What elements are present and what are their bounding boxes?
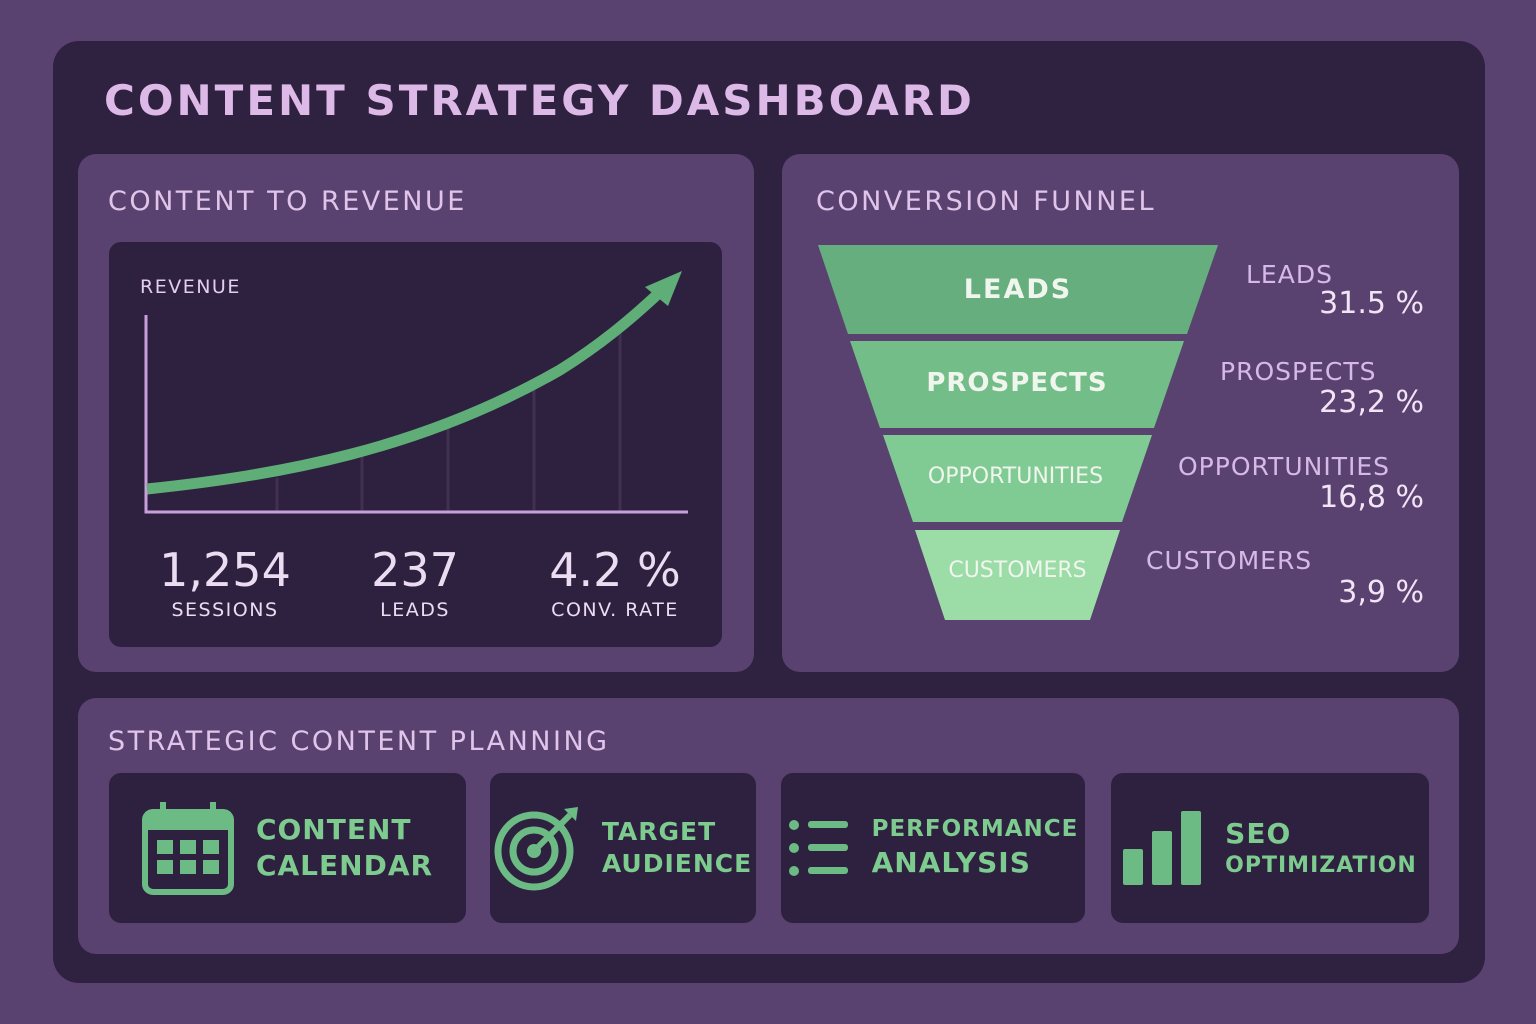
tile-label: CALENDAR	[255, 849, 434, 882]
calendar-icon	[141, 802, 234, 895]
funnel-side-label: CUSTOMERS	[1146, 546, 1313, 575]
tile-content-calendar[interactable]: CONTENT CALENDAR	[109, 773, 466, 923]
tile-label: AUDIENCE	[601, 849, 753, 878]
funnel-label: LEADS	[963, 274, 1073, 305]
card-title: CONTENT TO REVENUE	[108, 186, 467, 217]
funnel-side-label: PROSPECTS	[1220, 357, 1377, 386]
bar-chart-icon	[1123, 811, 1202, 885]
tile-label: TARGET	[601, 816, 717, 846]
tile-label: PERFORMANCE	[871, 815, 1079, 842]
tile-label: OPTIMIZATION	[1225, 852, 1417, 878]
stat-conv-rate: 4.2 % CONV. RATE	[549, 543, 681, 621]
funnel-label: OPPORTUNITIES	[927, 464, 1104, 489]
funnel-value: 23,2 %	[1319, 385, 1424, 420]
stat-sessions: 1,254 SESSIONS	[159, 543, 291, 621]
funnel-stage-prospects	[850, 341, 1184, 428]
funnel-stage-customers	[915, 530, 1120, 620]
tile-label: SEO	[1225, 816, 1292, 850]
card-title: STRATEGIC CONTENT PLANNING	[108, 726, 610, 757]
funnel-label: PROSPECTS	[926, 368, 1108, 398]
card-title: CONVERSION FUNNEL	[816, 186, 1157, 217]
funnel-stage-leads	[818, 245, 1218, 334]
chart-axes	[144, 315, 688, 514]
arrow-head-icon	[645, 271, 682, 306]
axis-label: REVENUE	[140, 276, 241, 298]
funnel-value: 31.5 %	[1319, 286, 1424, 321]
tile-seo-optimization[interactable]: SEO OPTIMIZATION	[1111, 773, 1429, 923]
funnel-value: 3,9 %	[1338, 575, 1424, 610]
funnel-stage-opportunities	[883, 435, 1152, 522]
target-icon	[494, 807, 578, 891]
page-title: CONTENT STRATEGY DASHBOARD	[104, 76, 975, 125]
tile-label: ANALYSIS	[871, 845, 1031, 879]
funnel-value: 16,8 %	[1319, 480, 1424, 515]
tile-target-audience[interactable]: TARGET AUDIENCE	[490, 773, 756, 923]
funnel-side-label: LEADS	[1246, 260, 1333, 289]
list-icon	[788, 820, 848, 876]
funnel-label: CUSTOMERS	[948, 558, 1087, 583]
tile-label: CONTENT	[255, 812, 412, 846]
funnel-side-label: OPPORTUNITIES	[1178, 452, 1391, 481]
revenue-trend-line	[146, 287, 664, 495]
stat-leads: 237 LEADS	[371, 543, 459, 621]
tile-performance-analysis[interactable]: PERFORMANCE ANALYSIS	[781, 773, 1085, 923]
